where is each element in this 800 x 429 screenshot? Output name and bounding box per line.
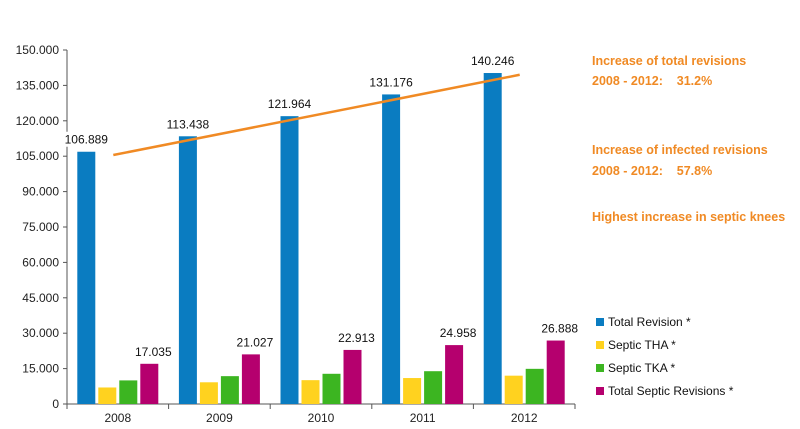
- data-label-bg: [434, 325, 483, 341]
- trendline: [113, 73, 520, 157]
- chart-legend: Total Revision * Septic THA * Septic TKA…: [596, 310, 733, 402]
- infected-increase-title: Increase of infected revisions: [592, 143, 768, 157]
- legend-label: Septic THA *: [608, 337, 676, 352]
- data-label-bg: [332, 329, 381, 345]
- legend-swatch: [596, 363, 604, 372]
- data-label: 24.958: [440, 326, 477, 340]
- legend-item-septic-tha: Septic THA *: [596, 333, 733, 356]
- x-tick-label: 2009: [206, 411, 233, 425]
- data-label-bg: [129, 343, 178, 359]
- bar-3-2010: [343, 349, 362, 404]
- data-label: 26.888: [541, 322, 578, 336]
- bar-1-2012: [504, 375, 523, 404]
- data-label: 21.027: [237, 335, 274, 349]
- data-label: 17.035: [135, 345, 172, 359]
- total-increase-title: Increase of total revisions: [592, 54, 747, 68]
- x-tick-label: 2011: [410, 411, 436, 425]
- data-label: 121.964: [268, 97, 312, 111]
- data-label: 106.889: [65, 133, 109, 147]
- data-label-bg: [58, 131, 114, 147]
- y-tick-label: 90.000: [22, 185, 59, 199]
- bar-1-2011: [403, 378, 422, 404]
- bar-2-2010: [322, 373, 341, 404]
- bar-2-2008: [119, 380, 138, 404]
- legend-item-total-revision: Total Revision *: [596, 310, 733, 333]
- bar-0-2011: [382, 94, 401, 405]
- bar-3-2009: [241, 354, 260, 404]
- bar-1-2010: [301, 380, 320, 404]
- bar-2-2009: [220, 376, 239, 404]
- bar-3-2011: [445, 345, 464, 404]
- bar-1-2008: [98, 387, 117, 404]
- x-tick-label: 2008: [104, 411, 131, 425]
- legend-swatch: [596, 386, 604, 395]
- data-label-bg: [262, 96, 317, 112]
- legend-label: Total Revision *: [608, 314, 691, 329]
- data-label-bg: [363, 74, 419, 90]
- y-tick-label: 0: [52, 397, 59, 411]
- data-label: 140.246: [471, 54, 515, 68]
- y-tick-label: 15.000: [22, 362, 59, 376]
- y-tick-label: 75.000: [22, 220, 59, 234]
- data-label: 131.176: [369, 75, 413, 89]
- legend-label: Septic TKA *: [608, 360, 676, 375]
- y-tick-label: 150.000: [16, 43, 60, 57]
- y-tick-label: 30.000: [22, 326, 59, 340]
- data-label-bg: [230, 334, 279, 350]
- data-label-bg: [535, 320, 584, 336]
- legend-label: Total Septic Revisions *: [608, 383, 734, 398]
- y-tick-label: 45.000: [22, 291, 59, 305]
- y-tick-label: 60.000: [22, 255, 59, 269]
- data-label: 113.438: [167, 117, 210, 131]
- x-tick-label: 2010: [308, 411, 335, 425]
- y-tick-label: 105.000: [16, 149, 60, 163]
- bar-0-2009: [178, 136, 197, 404]
- bar-0-2008: [77, 151, 96, 404]
- legend-item-total-septic: Total Septic Revisions *: [596, 379, 733, 402]
- bar-2-2011: [424, 371, 443, 404]
- legend-swatch: [596, 317, 604, 326]
- legend-item-septic-tka: Septic TKA *: [596, 356, 733, 379]
- bar-3-2012: [546, 340, 565, 404]
- infected-increase-value: 2008 - 2012: 57.8%: [592, 164, 713, 178]
- bar-0-2012: [483, 73, 502, 404]
- bar-1-2009: [199, 382, 218, 404]
- total-increase-value: 2008 - 2012: 31.2%: [592, 74, 713, 88]
- y-tick-label: 120.000: [16, 114, 60, 128]
- data-label-bg: [465, 53, 521, 69]
- septic-knees-note: Highest increase in septic knees: [592, 210, 786, 224]
- x-tick-label: 2012: [511, 411, 538, 425]
- data-label-bg: [160, 116, 216, 132]
- bar-2-2012: [525, 368, 544, 404]
- data-label: 22.913: [338, 331, 375, 345]
- bar-3-2008: [140, 363, 159, 404]
- bar-0-2010: [280, 116, 299, 404]
- y-tick-label: 135.000: [16, 78, 60, 92]
- legend-swatch: [596, 340, 604, 349]
